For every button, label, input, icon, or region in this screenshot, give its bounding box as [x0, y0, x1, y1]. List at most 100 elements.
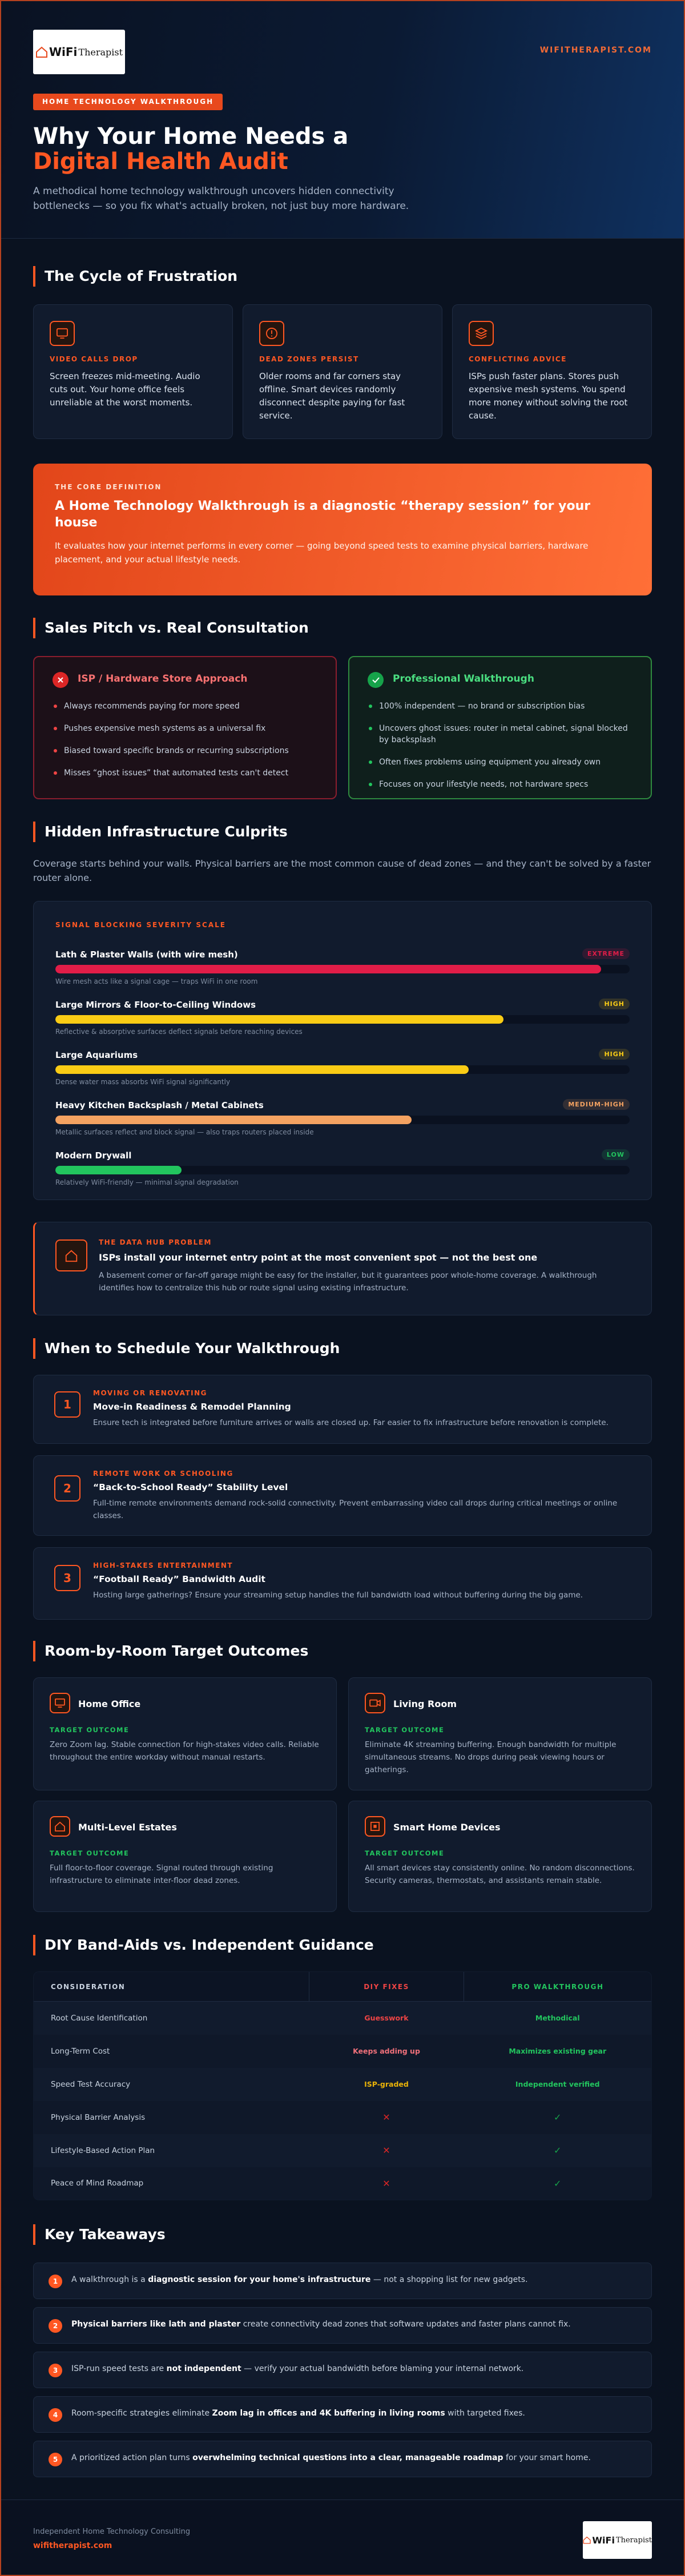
r-label: TARGET OUTCOME: [50, 1726, 130, 1734]
li: Uncovers ghost issues: router in metal c…: [369, 723, 634, 746]
ft-site: wifitherapist.com: [33, 2541, 112, 2550]
c-sev: HIGH: [599, 999, 630, 1009]
table-row: Speed Test Accuracy ISP-graded Independent…: [34, 2068, 651, 2101]
logo-name: Therapist: [78, 46, 123, 58]
fill: [55, 1166, 182, 1174]
svg: [58, 677, 63, 683]
takeaway-text: for your smart home.: [503, 2453, 591, 2462]
r-text: Full floor-to-floor coverage. Signal rou…: [50, 1863, 273, 1885]
definition-box: THE CORE DEFINITION A Home Technology Wa…: [33, 464, 652, 595]
card: 2 REMOTE WORK OR SCHOOLING “Back-to-School…: [33, 1455, 652, 1536]
d-label: THE CORE DEFINITION: [55, 483, 162, 491]
table-row: Long-Term Cost Keeps adding up Maximizes e…: [34, 2034, 651, 2068]
c-sev: LOW: [601, 1149, 630, 1160]
r-text: Zero Zoom lag. Stable connection for hig…: [50, 1740, 319, 1762]
c-note: Wire mesh acts like a signal cage — trap…: [55, 977, 258, 985]
c-sev: HIGH: [599, 1049, 630, 1060]
path: [377, 1700, 381, 1706]
card: Living Room TARGET OUTCOME Eliminate 4K st…: [348, 1677, 652, 1790]
logo: WiFi Therapist: [33, 30, 125, 74]
rect: [55, 1698, 65, 1706]
tk-num: 1: [49, 2275, 62, 2288]
c-sev: MEDIUM-HIGH: [563, 1099, 630, 1110]
tk-num: 3: [49, 2364, 62, 2377]
card: Professional Walkthrough 100% independen…: [348, 656, 652, 799]
f-text: ISPs push faster plans. Stores push expe…: [469, 371, 628, 421]
f-text: Screen freezes mid-meeting. Audio cuts o…: [50, 371, 200, 408]
num: 2: [54, 1475, 80, 1502]
subtitle: A methodical home technology walkthrough…: [33, 186, 409, 212]
path: [35, 46, 47, 58]
r-label: TARGET OUTCOME: [365, 1849, 445, 1857]
site: WIFITHERAPIST.COM: [539, 46, 652, 55]
table-cell: Independent verified: [515, 2080, 600, 2088]
co-label: THE DATA HUB PROBLEM: [99, 1238, 212, 1246]
header: WiFi Therapist WIFITHERAPIST.COM HOME TEC…: [0, 0, 685, 239]
tk: 2 Physical barriers like lath and plaster…: [33, 2307, 652, 2344]
table-cell: Methodical: [535, 2014, 580, 2023]
table-cell: Guesswork: [364, 2014, 409, 2023]
takeaway-text: ISP-run speed tests are: [71, 2364, 167, 2373]
severity-chart: SIGNAL BLOCKING SEVERITY SCALE Lath & Pl…: [33, 901, 652, 1200]
track: [55, 1015, 630, 1024]
li: Often fixes problems using equipment you…: [369, 756, 634, 768]
tk-num: 2: [49, 2319, 62, 2333]
table-cell: Maximizes existing gear: [464, 2034, 651, 2068]
takeaway-text: — verify your actual bandwidth before bl…: [241, 2364, 524, 2373]
table-cell: ✕: [382, 2145, 390, 2156]
co-text: A basement corner or far-off garage migh…: [99, 1271, 597, 1293]
svg: [372, 677, 380, 683]
r-text: All smart devices stay consistently onli…: [365, 1863, 635, 1885]
card: CONFLICTING ADVICE ISPs push faster plans…: [452, 304, 652, 439]
tk-text: A prioritized action plan turns overwhel…: [71, 2453, 640, 2462]
title2: Digital Health Audit: [33, 148, 288, 175]
table-row: Root Cause Identification Guesswork Method…: [34, 2002, 651, 2035]
takeaway-text: Physical barriers like lath and plaster: [71, 2320, 241, 2329]
takeaway-text: Room-specific strategies eliminate: [71, 2409, 212, 2418]
card: Multi-Level Estates TARGET OUTCOME Full fl…: [33, 1801, 337, 1912]
title1: Why Your Home Needs a: [33, 123, 349, 150]
cmp-list: 100% independent — no brand or subscript…: [369, 701, 634, 801]
icon: [50, 1693, 70, 1713]
c-name: Modern Drywall: [55, 1150, 132, 1161]
rect: [369, 1699, 378, 1707]
chart-title: SIGNAL BLOCKING SEVERITY SCALE: [55, 921, 226, 929]
icon: [365, 1693, 385, 1713]
tk-num: 5: [49, 2453, 62, 2466]
heading: When to Schedule Your Walkthrough: [33, 1338, 340, 1359]
li: Focuses on your lifestyle needs, not har…: [369, 779, 634, 790]
logo: WiFi Therapist: [583, 2521, 652, 2559]
logo-brand: WiFi: [592, 2534, 615, 2546]
d-text: It evaluates how your internet performs …: [55, 541, 589, 565]
card: Smart Home Devices TARGET OUTCOME All smar…: [348, 1801, 652, 1912]
path: [474, 327, 488, 340]
rect: [373, 1825, 377, 1828]
tk-num: 4: [49, 2408, 62, 2422]
icon: [469, 321, 494, 346]
cmp-title: ISP / Hardware Store Approach: [78, 673, 248, 685]
icon: [259, 321, 284, 346]
c-note: Dense water mass absorbs WiFi signal sig…: [55, 1078, 231, 1086]
f-label: CONFLICTING ADVICE: [469, 355, 567, 363]
takeaway-text: with targeted fixes.: [445, 2409, 525, 2418]
s-text: Ensure tech is integrated before furnitu…: [93, 1418, 609, 1427]
circle: [266, 328, 277, 339]
cmp-list: Always recommends paying for more speed P…: [54, 701, 319, 790]
s-tag: MOVING OR RENOVATING: [93, 1389, 207, 1397]
path: [583, 2536, 591, 2544]
intro: Coverage starts behind your walls. Physi…: [33, 858, 651, 883]
r-text: Eliminate 4K streaming buffering. Enough…: [365, 1740, 616, 1774]
svg: [369, 1699, 381, 1707]
svg: [370, 1822, 380, 1831]
c-note: Relatively WiFi-friendly — minimal signa…: [55, 1178, 239, 1186]
heading: Room-by-Room Target Outcomes: [33, 1641, 308, 1661]
table-cell: Root Cause Identification: [51, 2013, 148, 2023]
takeaway-text: diagnostic session for your home's infra…: [148, 2275, 371, 2284]
column-header: DIY FIXES: [309, 1972, 464, 2002]
li: 100% independent — no brand or subscript…: [369, 701, 634, 712]
track: [55, 1065, 630, 1074]
r-title: Home Office: [78, 1698, 141, 1709]
culprit: Modern Drywall LOW Relatively WiFi-friendl…: [55, 1149, 630, 1196]
logo-name: Therapist: [615, 2535, 652, 2545]
tk: 1 A walkthrough is a diagnostic session f…: [33, 2263, 652, 2299]
